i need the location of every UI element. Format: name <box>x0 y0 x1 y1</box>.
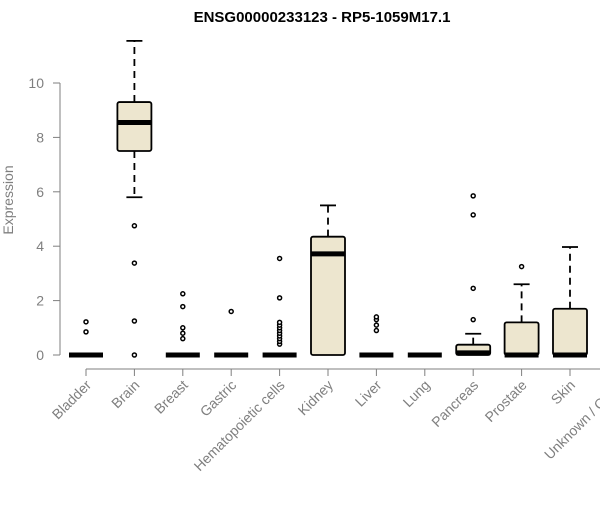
box-0 <box>69 319 103 358</box>
x-tick-label: Hematopoietic cells <box>191 377 288 474</box>
outlier-point <box>470 193 476 199</box>
box-body <box>310 235 346 356</box>
y-tick-label: 6 <box>36 184 44 200</box>
outlier-point <box>83 329 89 335</box>
outlier-point <box>131 318 138 324</box>
box-5 <box>310 204 346 356</box>
box-8 <box>455 193 492 356</box>
x-tick-label: Liver <box>352 377 385 410</box>
outlier-point <box>180 291 186 297</box>
box-body <box>116 101 153 152</box>
outlier-point <box>131 352 138 358</box>
outlier-point <box>373 322 380 328</box>
x-tick-label: Kidney <box>295 377 337 419</box>
box-1 <box>116 39 153 358</box>
outlier-point <box>180 335 186 342</box>
outlier-point <box>83 319 89 325</box>
outlier-point <box>276 295 283 301</box>
x-tick-label: Gastric <box>197 377 240 420</box>
outlier-point <box>276 255 283 262</box>
outlier-point <box>131 260 138 266</box>
y-tick-label: 4 <box>36 238 44 254</box>
outlier-point <box>276 319 283 326</box>
outlier-point <box>373 314 380 320</box>
outlier-point <box>470 316 476 323</box>
y-tick-label: 0 <box>36 347 44 363</box>
outlier-point <box>180 303 186 310</box>
y-axis: 0 2 4 6 8 10 <box>28 75 61 363</box>
box-9 <box>503 263 540 358</box>
y-tick-label: 10 <box>28 75 44 91</box>
box-series <box>69 39 588 358</box>
box-6 <box>359 314 394 358</box>
outlier-point <box>228 308 234 315</box>
outlier-point <box>373 327 380 334</box>
x-tick-label: Pancreas <box>428 377 481 430</box>
x-tick-label: Lung <box>400 377 433 410</box>
box-body <box>552 307 588 356</box>
chart-title: ENSG00000233123 - RP5-1059M17.1 <box>194 9 451 26</box>
y-tick-label: 8 <box>36 129 44 145</box>
x-tick-label: Bladder <box>49 377 95 423</box>
x-tick-label: Skin <box>548 377 579 408</box>
x-tick-label: Prostate <box>482 377 530 425</box>
box-3 <box>214 308 249 358</box>
outlier-point <box>470 285 476 292</box>
outlier-point <box>180 330 186 336</box>
y-tick-label: 2 <box>36 293 44 309</box>
y-axis-title: Expression <box>0 165 16 234</box>
box-10 <box>552 246 588 358</box>
outlier-point <box>470 212 476 218</box>
outlier-point <box>180 325 186 331</box>
box-4 <box>262 255 297 358</box>
x-tick-label: Brain <box>108 377 142 411</box>
x-tick-label: Breast <box>151 377 191 417</box>
box-body <box>503 321 540 356</box>
box-2 <box>165 291 200 358</box>
outlier-point <box>518 263 525 270</box>
outlier-point <box>131 223 138 229</box>
